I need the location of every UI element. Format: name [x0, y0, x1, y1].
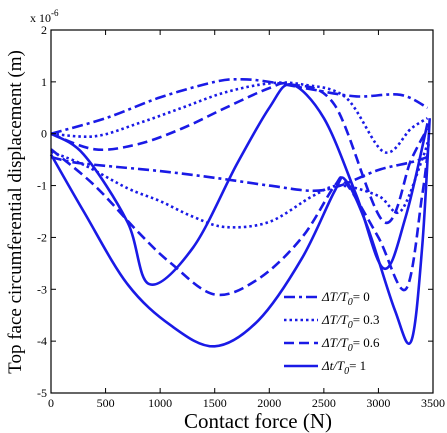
x-tick-label: 1000 — [148, 396, 172, 410]
series-layer — [49, 77, 431, 348]
series-line-lower — [49, 118, 431, 348]
series-solid — [49, 83, 431, 348]
x-axis-label: Contact force (N) — [184, 409, 332, 433]
legend-label: ΔT/T0= 0 — [321, 289, 370, 308]
y-tick-label: -3 — [37, 282, 47, 296]
x-tick-label: 3000 — [366, 396, 390, 410]
y-tick-label: -4 — [37, 334, 47, 348]
legend: ΔT/T0= 0 ΔT/T0= 0.3 ΔT/T0= 0.6 Δt/T0= 1 — [284, 289, 380, 377]
series-line-upper — [50, 83, 429, 286]
legend-label: ΔT/T0= 0.6 — [321, 335, 380, 354]
x-tick-label: 2000 — [257, 396, 281, 410]
series-line-lower — [50, 138, 430, 229]
legend-label: Δt/T0= 1 — [321, 358, 366, 377]
series-line-upper — [50, 77, 429, 135]
y-axis-multiplier: x 10-6 — [30, 8, 59, 25]
legend-label: ΔT/T0= 0.3 — [321, 312, 380, 331]
series-line-lower — [50, 143, 430, 297]
x-tick-label: 0 — [48, 396, 54, 410]
plot-area-frame — [50, 29, 434, 394]
x-tick-label: 500 — [97, 396, 115, 410]
series-line-lower — [50, 155, 428, 193]
series-line-upper — [50, 81, 429, 154]
y-tick-label: 0 — [41, 127, 47, 141]
y-tick-label: -1 — [37, 179, 47, 193]
legend-item: ΔT/T0= 0.3 — [284, 312, 380, 331]
series-line-upper — [50, 81, 429, 225]
legend-item: ΔT/T0= 0 — [284, 289, 370, 308]
legend-item: ΔT/T0= 0.6 — [284, 335, 380, 354]
y-tick-label: 2 — [41, 23, 47, 37]
ticks-layer: 0 500 1000 1500 2000 2500 3000 3500 -5 -4 -3 -2 -1 0 1… — [37, 23, 445, 410]
series-dotted — [50, 81, 430, 229]
series-dashdot — [50, 77, 429, 193]
x-tick-label: 3500 — [421, 396, 445, 410]
y-tick-label: -2 — [37, 230, 47, 244]
legend-item: Δt/T0= 1 — [284, 358, 366, 377]
y-axis-label: Top face circumferential displacement (m… — [5, 50, 26, 374]
series-dashed — [50, 81, 430, 297]
x-tick-label: 2500 — [312, 396, 336, 410]
x-tick-label: 1500 — [203, 396, 227, 410]
y-tick-label: -5 — [37, 386, 47, 400]
y-tick-label: 1 — [41, 75, 47, 89]
